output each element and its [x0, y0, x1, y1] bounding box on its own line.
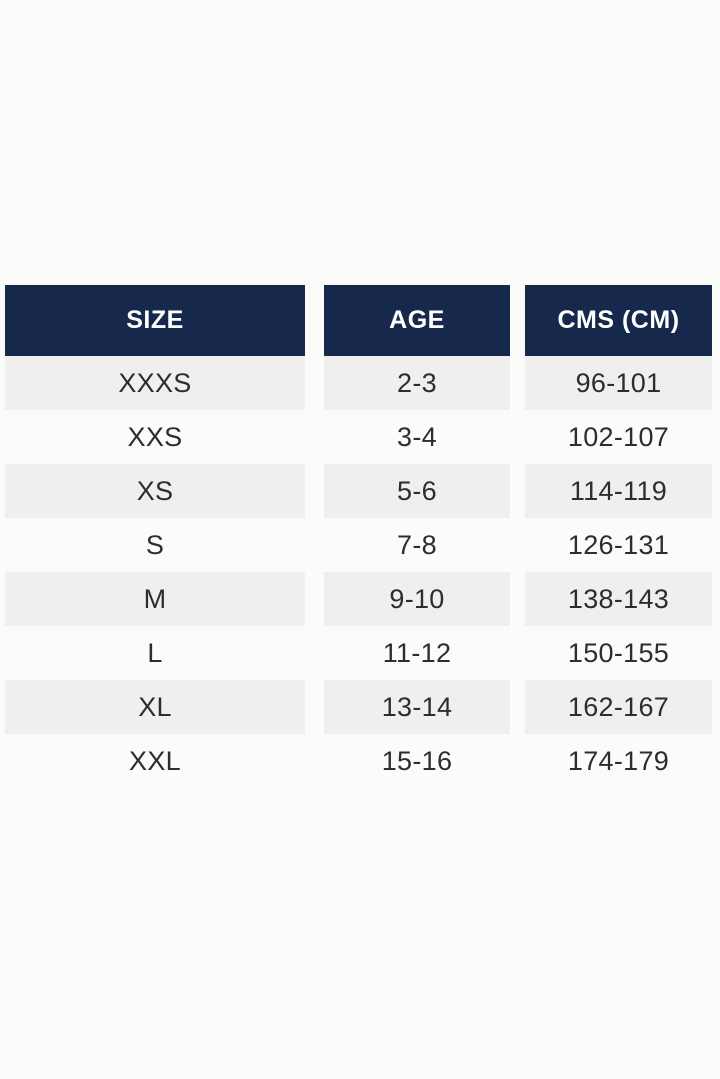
table-cell-cms-row6: 150-155 — [567, 637, 670, 668]
table-cell-size-row8: XXL — [129, 745, 181, 776]
table-column-cms: CMS (CM) 96-101 102-107 114-119 126-131 138-1… — [525, 285, 712, 788]
table-cell-size-row3: XS — [5, 464, 305, 518]
table-cell-cms-row4: 126-131 — [567, 529, 670, 560]
table-cell-cms-row5: 138-143 — [525, 572, 712, 626]
table-cell-size-row6: L — [147, 637, 163, 668]
table-column-size: SIZE XXXS XXS XS S M L XL XXL — [5, 285, 305, 788]
column-header-size: SIZE — [5, 285, 305, 356]
table-cell-age-row8: 15-16 — [381, 745, 453, 776]
table-cell-size-row1: XXXS — [5, 356, 305, 410]
table-cell-cms-row3: 114-119 — [525, 464, 712, 518]
table-cell-age-row2: 3-4 — [397, 421, 437, 452]
table-cell-size-row2: XXS — [127, 421, 183, 452]
table-cell-size-row5: M — [5, 572, 305, 626]
table-cell-size-row4: S — [145, 529, 165, 560]
table-cell-size-row7: XL — [5, 680, 305, 734]
table-column-age: AGE 2-3 3-4 5-6 7-8 9-10 11-12 13-14 15-16 — [324, 285, 510, 788]
table-cell-age-row3: 5-6 — [324, 464, 510, 518]
table-cell-age-row1: 2-3 — [324, 356, 510, 410]
column-header-cms: CMS (CM) — [525, 285, 712, 356]
size-chart-table: SIZE XXXS XXS XS S M L XL XXL AGE 2-3 3-4 5-6 7-8 9-10… — [5, 285, 712, 788]
table-cell-cms-row1: 96-101 — [525, 356, 712, 410]
column-header-age: AGE — [324, 285, 510, 356]
table-cell-cms-row2: 102-107 — [567, 421, 670, 452]
table-cell-age-row5: 9-10 — [324, 572, 510, 626]
table-cell-age-row7: 13-14 — [324, 680, 510, 734]
table-cell-age-row4: 7-8 — [397, 529, 437, 560]
table-cell-age-row6: 11-12 — [382, 637, 452, 668]
table-cell-cms-row8: 174-179 — [567, 745, 670, 776]
table-cell-cms-row7: 162-167 — [525, 680, 712, 734]
